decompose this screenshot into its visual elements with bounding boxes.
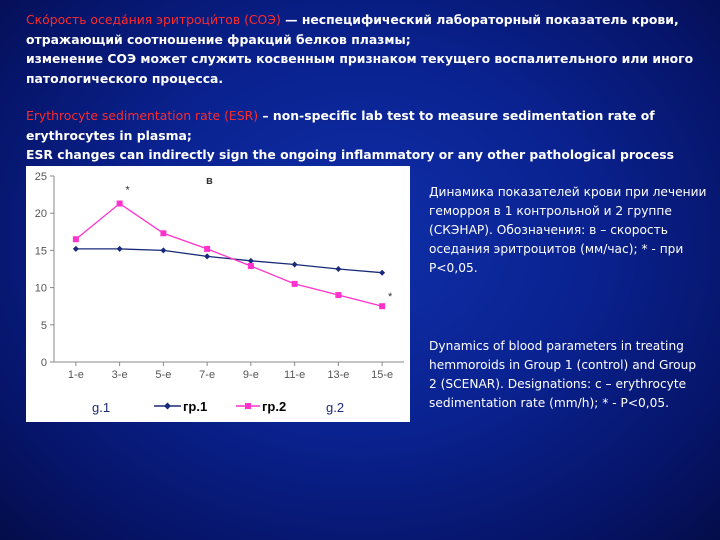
y-tick-label: 15	[35, 245, 47, 257]
series-line-1	[75, 248, 383, 274]
panel-label: в	[206, 175, 213, 187]
y-tick-label: 5	[41, 320, 47, 332]
caption-russian: Динамика показателей крови при лечении г…	[429, 185, 707, 275]
series-2-point	[291, 280, 298, 287]
y-tick-label: 25	[35, 171, 47, 183]
x-tick-label: 9-е	[243, 369, 259, 381]
x-tick-label: 11-е	[284, 369, 305, 381]
series-2-point	[160, 230, 167, 237]
series-1-point	[204, 253, 211, 260]
x-tick-label: 7-е	[199, 369, 215, 381]
significance-star: *	[125, 184, 130, 196]
series-2-point	[379, 303, 386, 310]
intro-english-definition: – non-specific lab test to measure sedim…	[26, 108, 655, 143]
series-2-point	[204, 245, 211, 252]
series-points	[72, 200, 386, 310]
intro-russian-definition: — неспецифический лабораторный показател…	[26, 12, 679, 47]
series-lines	[75, 202, 383, 307]
series-2-point	[116, 200, 123, 207]
chart-axes	[50, 175, 404, 366]
chart-legend: g.1 гр.1 гр.2 g.2	[92, 399, 344, 415]
y-tick-label: 0	[41, 357, 47, 369]
legend-series-2-marker	[245, 403, 251, 409]
y-tick-label: 20	[35, 208, 47, 220]
esr-line-chart: 0 5 10 15 20 25 1-е 3-е 5-е 7-е 9-е 11-е 13-е 15-е *…	[35, 171, 404, 415]
significance-annotations: **	[125, 184, 393, 302]
intro-english-term: Erythrocyte sedimentation rate (ESR)	[26, 108, 259, 123]
x-tick-label: 15-е	[371, 369, 393, 381]
x-tick-label: 1-е	[68, 369, 84, 381]
significance-star: *	[388, 291, 393, 303]
intro-russian: Ско́рость оседа́ния эритроци́тов (СОЭ) —…	[26, 10, 706, 88]
series-1-point	[291, 261, 298, 268]
series-1-point	[247, 257, 254, 264]
series-line-2	[75, 202, 383, 307]
esr-chart-panel: 0 5 10 15 20 25 1-е 3-е 5-е 7-е 9-е 11-е 13-е 15-е *…	[26, 166, 410, 422]
caption-english: Dynamics of blood parameters in treating…	[429, 339, 697, 410]
series-2-point	[247, 263, 254, 270]
intro-english-line2: ESR changes can indirectly sign the ongo…	[26, 147, 675, 162]
x-tick-label: 5-е	[155, 369, 171, 381]
legend-series-1-label: гр.1	[183, 399, 207, 414]
y-tick-labels: 0 5 10 15 20 25	[35, 171, 47, 369]
legend-left-label: g.1	[92, 400, 110, 415]
series-1-point	[335, 266, 342, 272]
intro-english: Erythrocyte sedimentation rate (ESR) – n…	[26, 106, 706, 165]
legend-series-1-marker	[164, 402, 171, 410]
intro-russian-line2: изменение СОЭ может служить косвенным пр…	[26, 51, 694, 86]
x-tick-label: 13-е	[327, 369, 349, 381]
legend-right-label: g.2	[326, 400, 344, 415]
series-1-point	[379, 269, 386, 276]
x-tick-label: 3-е	[112, 369, 128, 381]
series-2-point	[335, 292, 342, 299]
legend-series-2-label: гр.2	[262, 399, 286, 414]
y-tick-label: 10	[35, 283, 47, 295]
series-2-point	[72, 236, 79, 243]
intro-russian-term: Ско́рость оседа́ния эритроци́тов (СОЭ)	[26, 12, 281, 27]
series-1-point	[116, 245, 123, 252]
series-1-point	[160, 247, 167, 254]
x-tick-labels: 1-е 3-е 5-е 7-е 9-е 11-е 13-е 15-е	[68, 369, 393, 381]
series-1-point	[72, 245, 79, 252]
